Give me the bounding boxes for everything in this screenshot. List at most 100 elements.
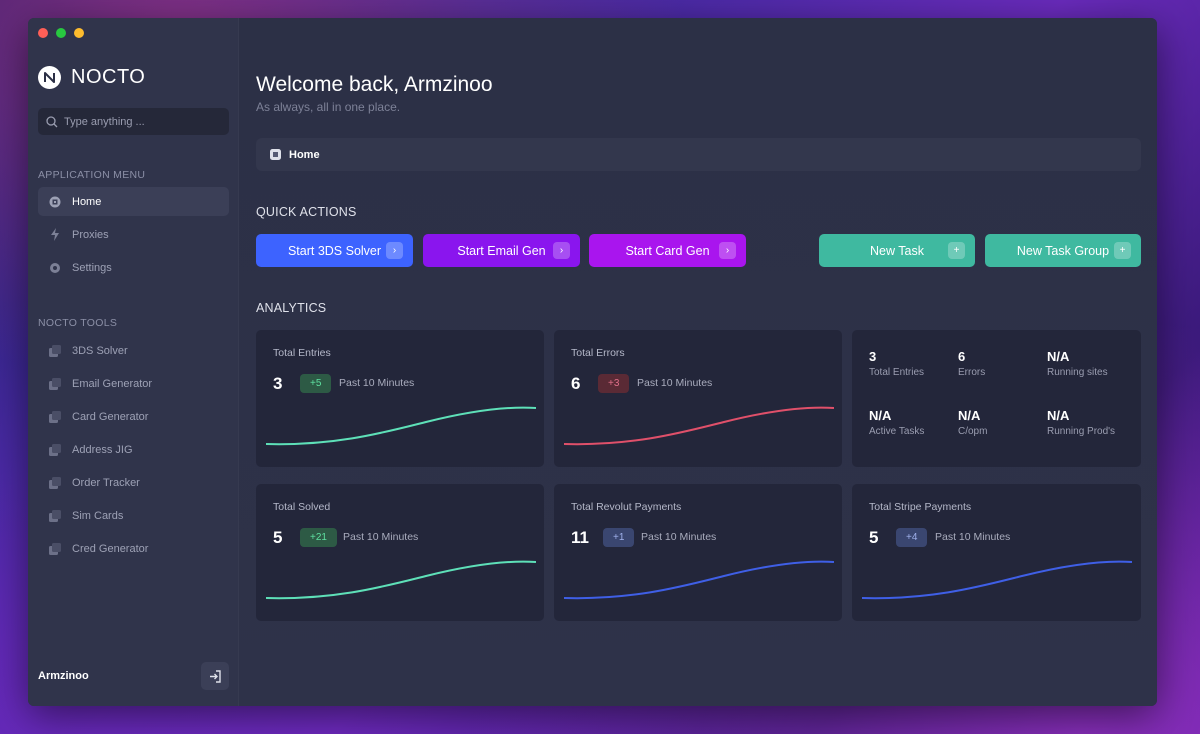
sidebar: NOCTO APPLICATION MENU Home Proxies Sett… (28, 18, 239, 706)
stat-value: 3 (869, 349, 877, 364)
sidebar-item-sim-cards[interactable]: Sim Cards (38, 501, 229, 530)
sidebar-item-proxies[interactable]: Proxies (38, 220, 229, 249)
stat-errors: 6 Errors (958, 349, 985, 378)
logout-icon (209, 669, 221, 683)
change-badge: +5 (300, 374, 332, 393)
button-label: New Task (870, 243, 924, 258)
quick-actions-title: QUICK ACTIONS (256, 205, 357, 219)
logout-button[interactable] (201, 662, 229, 690)
main-content: Welcome back, Armzinoo As always, all in… (239, 18, 1157, 706)
card-period: Past 10 Minutes (935, 531, 1011, 543)
stat-total-entries: 3 Total Entries (869, 349, 924, 378)
plus-icon: + (948, 242, 965, 259)
start-card-gen-button[interactable]: Start Card Gen › (589, 234, 746, 267)
tool-icon (48, 443, 61, 456)
sidebar-item-label: Home (72, 195, 102, 208)
sidebar-item-label: Order Tracker (72, 476, 140, 489)
new-task-group-button[interactable]: New Task Group + (985, 234, 1141, 267)
card-value: 3 (273, 374, 283, 393)
tool-icon (48, 344, 61, 357)
sidebar-item-order-tracker[interactable]: Order Tracker (38, 468, 229, 497)
sidebar-item-address-jig[interactable]: Address JIG (38, 435, 229, 464)
chevron-right-icon: › (553, 242, 570, 259)
sparkline (564, 406, 834, 446)
plus-icon: + (1114, 242, 1131, 259)
card-period: Past 10 Minutes (339, 377, 415, 389)
stat-label: C/opm (958, 426, 988, 437)
stats-overview-card: 3 Total Entries 6 Errors N/A Running sit… (852, 330, 1141, 467)
window-controls (38, 28, 84, 38)
sidebar-item-cred-generator[interactable]: Cred Generator (38, 534, 229, 563)
tool-icon (48, 410, 61, 423)
stat-label: Running sites (1047, 367, 1108, 378)
total-errors-card: Total Errors 6 +3 Past 10 Minutes (554, 330, 842, 467)
sidebar-item-label: 3DS Solver (72, 344, 128, 357)
tool-icon (48, 542, 61, 555)
sidebar-item-home[interactable]: Home (38, 187, 229, 216)
sidebar-item-label: Email Generator (72, 377, 153, 390)
card-title: Total Errors (571, 347, 625, 359)
app-name: NOCTO (71, 66, 146, 88)
card-value: 5 (869, 528, 879, 547)
button-label: Start Email Gen (457, 243, 546, 258)
total-revolut-payments-card: Total Revolut Payments 11 +1 Past 10 Min… (554, 484, 842, 621)
breadcrumb-home[interactable]: Home (289, 148, 320, 161)
stat-label: Errors (958, 367, 986, 378)
sidebar-item-label: Proxies (72, 228, 109, 241)
card-value: 6 (571, 374, 581, 393)
stat-running-sites: N/A Running sites (1047, 349, 1108, 378)
sparkline (266, 560, 536, 600)
stat-running-prods: N/A Running Prod's (1047, 408, 1115, 437)
home-icon (270, 149, 281, 160)
sidebar-item-label: Settings (72, 261, 112, 274)
stat-value: N/A (1047, 408, 1070, 423)
tool-icon (48, 377, 61, 390)
search-icon (46, 115, 58, 127)
card-period: Past 10 Minutes (343, 531, 419, 543)
total-entries-card: Total Entries 3 +5 Past 10 Minutes (256, 330, 544, 467)
sidebar-item-label: Card Generator (72, 410, 149, 423)
sparkline (862, 560, 1132, 600)
change-badge: +4 (896, 528, 928, 547)
sidebar-item-card-generator[interactable]: Card Generator (38, 402, 229, 431)
card-period: Past 10 Minutes (641, 531, 717, 543)
search-input[interactable] (64, 115, 214, 128)
new-task-button[interactable]: New Task + (819, 234, 975, 267)
close-window-button[interactable] (38, 28, 48, 38)
breadcrumb: Home (256, 138, 1141, 171)
stat-copm: N/A C/opm (958, 408, 987, 437)
card-title: Total Solved (273, 501, 331, 513)
page-subtitle: As always, all in one place. (256, 100, 401, 114)
analytics-title: ANALYTICS (256, 301, 327, 315)
minimize-window-button[interactable] (74, 28, 84, 38)
start-3ds-solver-button[interactable]: Start 3DS Solver › (256, 234, 413, 267)
chevron-right-icon: › (719, 242, 736, 259)
page-title: Welcome back, Armzinoo (256, 73, 493, 96)
card-title: Total Revolut Payments (571, 501, 682, 513)
chevron-right-icon: › (386, 242, 403, 259)
stat-value: N/A (958, 408, 981, 423)
nocto-logo-icon (38, 66, 61, 89)
search-box[interactable] (38, 108, 229, 135)
stat-value: 6 (958, 349, 966, 364)
sidebar-item-label: Cred Generator (72, 542, 149, 555)
card-title: Total Entries (273, 347, 331, 359)
maximize-window-button[interactable] (56, 28, 66, 38)
sidebar-item-label: Sim Cards (72, 509, 124, 522)
start-email-gen-button[interactable]: Start Email Gen › (423, 234, 580, 267)
tool-icon (48, 476, 61, 489)
username: Armzinoo (38, 670, 89, 682)
button-label: Start Card Gen (625, 243, 710, 258)
sparkline (564, 560, 834, 600)
change-badge: +21 (300, 528, 337, 547)
app-window: NOCTO APPLICATION MENU Home Proxies Sett… (28, 18, 1157, 706)
sidebar-item-settings[interactable]: Settings (38, 253, 229, 282)
sidebar-item-email-generator[interactable]: Email Generator (38, 369, 229, 398)
button-label: Start 3DS Solver (287, 243, 382, 258)
sidebar-item-label: Address JIG (72, 443, 133, 456)
gear-icon (48, 261, 61, 274)
change-badge: +3 (598, 374, 630, 393)
sidebar-item-3ds-solver[interactable]: 3DS Solver (38, 336, 229, 365)
change-badge: +1 (603, 528, 635, 547)
nocto-tools-title: NOCTO TOOLS (38, 317, 118, 329)
